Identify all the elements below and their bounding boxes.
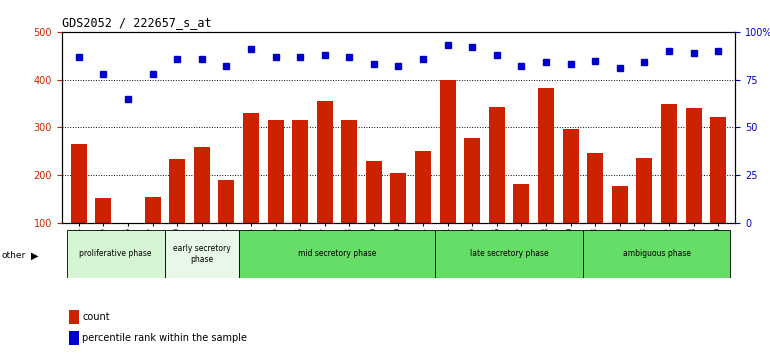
- Bar: [464, 138, 480, 223]
- Text: early secretory
phase: early secretory phase: [173, 244, 231, 264]
- Bar: [145, 197, 161, 223]
- Bar: [219, 180, 234, 223]
- Bar: [194, 147, 209, 223]
- Bar: [71, 144, 87, 223]
- Bar: [563, 129, 578, 223]
- Bar: [292, 120, 308, 223]
- Bar: [588, 153, 603, 223]
- Bar: [169, 159, 185, 223]
- Bar: [66, 230, 165, 278]
- Bar: [489, 107, 505, 223]
- Bar: [341, 120, 357, 223]
- Text: count: count: [82, 312, 110, 322]
- Bar: [165, 230, 239, 278]
- Bar: [239, 230, 435, 278]
- Text: percentile rank within the sample: percentile rank within the sample: [82, 333, 247, 343]
- Bar: [366, 161, 382, 223]
- Bar: [120, 223, 136, 266]
- Text: ▶: ▶: [31, 251, 38, 261]
- Bar: [390, 173, 407, 223]
- Bar: [243, 113, 259, 223]
- Bar: [710, 117, 726, 223]
- Text: GDS2052 / 222657_s_at: GDS2052 / 222657_s_at: [62, 16, 211, 29]
- Bar: [415, 152, 431, 223]
- Text: other: other: [2, 251, 25, 260]
- Text: late secretory phase: late secretory phase: [470, 250, 548, 258]
- Text: ambiguous phase: ambiguous phase: [623, 250, 691, 258]
- Bar: [661, 104, 677, 223]
- Bar: [583, 230, 731, 278]
- Bar: [316, 101, 333, 223]
- Bar: [514, 184, 530, 223]
- Text: mid secretory phase: mid secretory phase: [298, 250, 377, 258]
- Bar: [440, 80, 456, 223]
- Bar: [636, 158, 652, 223]
- Bar: [685, 108, 701, 223]
- Bar: [95, 198, 112, 223]
- Bar: [612, 186, 628, 223]
- Bar: [538, 88, 554, 223]
- Bar: [267, 120, 283, 223]
- Text: proliferative phase: proliferative phase: [79, 250, 152, 258]
- Bar: [435, 230, 583, 278]
